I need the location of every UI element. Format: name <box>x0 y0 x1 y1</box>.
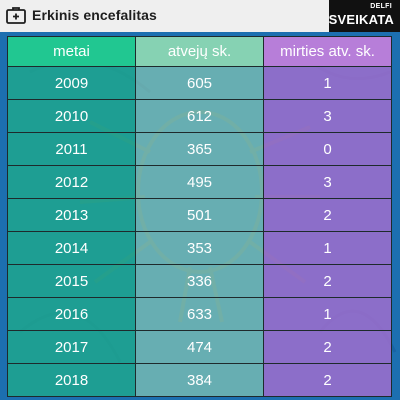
brand-logo[interactable]: DELFI SVEIKATA <box>329 0 400 32</box>
cases-cell: 633 <box>135 297 264 331</box>
column-header-year: metai <box>7 36 136 67</box>
cases-cell: 501 <box>135 198 264 232</box>
table-row: 2011 365 0 <box>7 132 392 166</box>
table-row: 2010 612 3 <box>7 99 392 133</box>
deaths-cell: 0 <box>263 132 392 166</box>
cases-cell: 605 <box>135 66 264 100</box>
brand-small-label: DELFI <box>370 3 392 10</box>
year-cell: 2012 <box>7 165 136 199</box>
cases-cell: 336 <box>135 264 264 298</box>
table-row: 2018 384 2 <box>7 363 392 397</box>
column-header-deaths: mirties atv. sk. <box>263 36 392 67</box>
year-cell: 2016 <box>7 297 136 331</box>
year-cell: 2018 <box>7 363 136 397</box>
year-cell: 2014 <box>7 231 136 265</box>
cases-cell: 353 <box>135 231 264 265</box>
data-table: metai atvejų sk. mirties atv. sk. 2009 6… <box>7 36 392 397</box>
table-row: 2017 474 2 <box>7 330 392 364</box>
cases-cell: 474 <box>135 330 264 364</box>
table-row: 2012 495 3 <box>7 165 392 199</box>
deaths-cell: 2 <box>263 330 392 364</box>
year-cell: 2017 <box>7 330 136 364</box>
top-bar: Erkinis encefalitas DELFI SVEIKATA <box>0 0 400 32</box>
year-cell: 2010 <box>7 99 136 133</box>
table-row: 2009 605 1 <box>7 66 392 100</box>
year-cell: 2009 <box>7 66 136 100</box>
table-row: 2015 336 2 <box>7 264 392 298</box>
cases-cell: 365 <box>135 132 264 166</box>
page-title: Erkinis encefalitas <box>32 7 157 23</box>
deaths-cell: 2 <box>263 363 392 397</box>
cases-cell: 495 <box>135 165 264 199</box>
deaths-cell: 3 <box>263 165 392 199</box>
brand-main-label: SVEIKATA <box>328 12 394 27</box>
table-row: 2014 353 1 <box>7 231 392 265</box>
deaths-cell: 1 <box>263 231 392 265</box>
year-cell: 2013 <box>7 198 136 232</box>
deaths-cell: 2 <box>263 264 392 298</box>
cases-cell: 612 <box>135 99 264 133</box>
deaths-cell: 1 <box>263 66 392 100</box>
first-aid-kit-icon <box>6 7 26 24</box>
table-row: 2013 501 2 <box>7 198 392 232</box>
cases-cell: 384 <box>135 363 264 397</box>
year-cell: 2015 <box>7 264 136 298</box>
column-header-cases: atvejų sk. <box>135 36 264 67</box>
deaths-cell: 2 <box>263 198 392 232</box>
deaths-cell: 3 <box>263 99 392 133</box>
year-cell: 2011 <box>7 132 136 166</box>
deaths-cell: 1 <box>263 297 392 331</box>
table-row: 2016 633 1 <box>7 297 392 331</box>
table-header-row: metai atvejų sk. mirties atv. sk. <box>7 36 392 67</box>
